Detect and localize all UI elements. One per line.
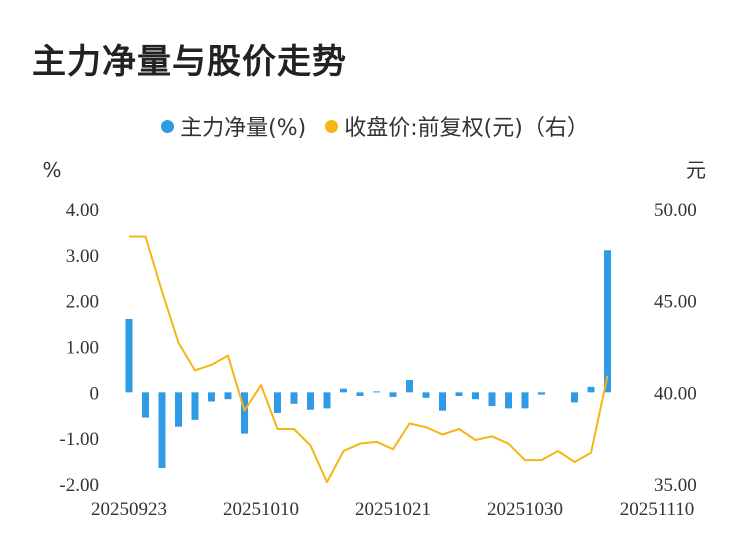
x-tick-label: 20251010: [223, 499, 299, 520]
left-tick-label: -2.00: [59, 475, 99, 496]
net-volume-bar: [422, 392, 430, 398]
net-volume-bar: [290, 392, 298, 404]
left-tick-label: 1.00: [66, 338, 99, 359]
legend-label-net-volume: 主力净量(%): [180, 116, 307, 141]
net-volume-bar: [158, 392, 166, 468]
net-volume-bar: [538, 392, 545, 395]
x-tick-label: 20250923: [91, 499, 167, 520]
right-tick-label: 35.00: [654, 475, 697, 496]
x-tick-label: 20251030: [487, 499, 563, 520]
legend-item-net-volume[interactable]: 主力净量(%): [161, 110, 306, 142]
right-tick-label: 50.00: [654, 200, 697, 221]
net-volume-bar: [340, 388, 347, 393]
left-tick-label: 3.00: [66, 246, 99, 267]
net-volume-bar: [406, 379, 413, 393]
right-tick-label: 45.00: [654, 292, 697, 313]
net-volume-bar: [142, 392, 149, 418]
legend: 主力净量(%) 收盘价:前复权(元)（右）: [0, 110, 750, 142]
legend-item-close-price[interactable]: 收盘价:前复权(元)（右）: [325, 110, 589, 142]
left-tick-label: 4.00: [66, 200, 99, 221]
left-tick-label: -1.00: [59, 429, 99, 450]
legend-marker-net-volume: [161, 119, 175, 133]
net-volume-bar: [356, 392, 364, 396]
chart-title: 主力净量与股价走势: [32, 42, 347, 82]
net-volume-bar: [521, 392, 529, 409]
net-volume-bar: [505, 392, 512, 409]
net-volume-bar: [373, 391, 380, 393]
legend-marker-close-price: [325, 119, 339, 133]
net-volume-bar: [125, 319, 133, 393]
net-volume-bar: [224, 392, 232, 400]
x-tick-label: 20251110: [620, 499, 695, 520]
net-volume-bar: [307, 392, 314, 410]
net-volume-bar: [274, 392, 281, 413]
net-volume-bar: [208, 392, 215, 402]
net-volume-bar: [455, 392, 463, 396]
net-volume-bar: [571, 392, 578, 403]
close-price-line: [129, 235, 609, 484]
net-volume-bar: [389, 392, 397, 397]
left-axis-unit: %: [42, 158, 61, 182]
left-tick-label: 2.00: [66, 292, 99, 313]
net-volume-bar: [488, 392, 496, 407]
net-volume-bar: [323, 392, 331, 409]
net-volume-bar: [604, 250, 611, 393]
legend-label-close-price: 收盘价:前复权(元)（右）: [344, 116, 589, 141]
net-volume-bar: [175, 392, 182, 427]
right-tick-label: 40.00: [654, 383, 697, 404]
net-volume-bar: [191, 392, 199, 420]
net-volume-bar: [587, 386, 595, 393]
net-volume-bar: [439, 392, 446, 411]
right-axis-unit: 元: [686, 158, 706, 182]
net-volume-bar: [472, 392, 479, 400]
x-tick-label: 20251021: [355, 499, 431, 520]
left-tick-label: 0: [90, 383, 100, 404]
net-volume-bar: [241, 392, 248, 434]
